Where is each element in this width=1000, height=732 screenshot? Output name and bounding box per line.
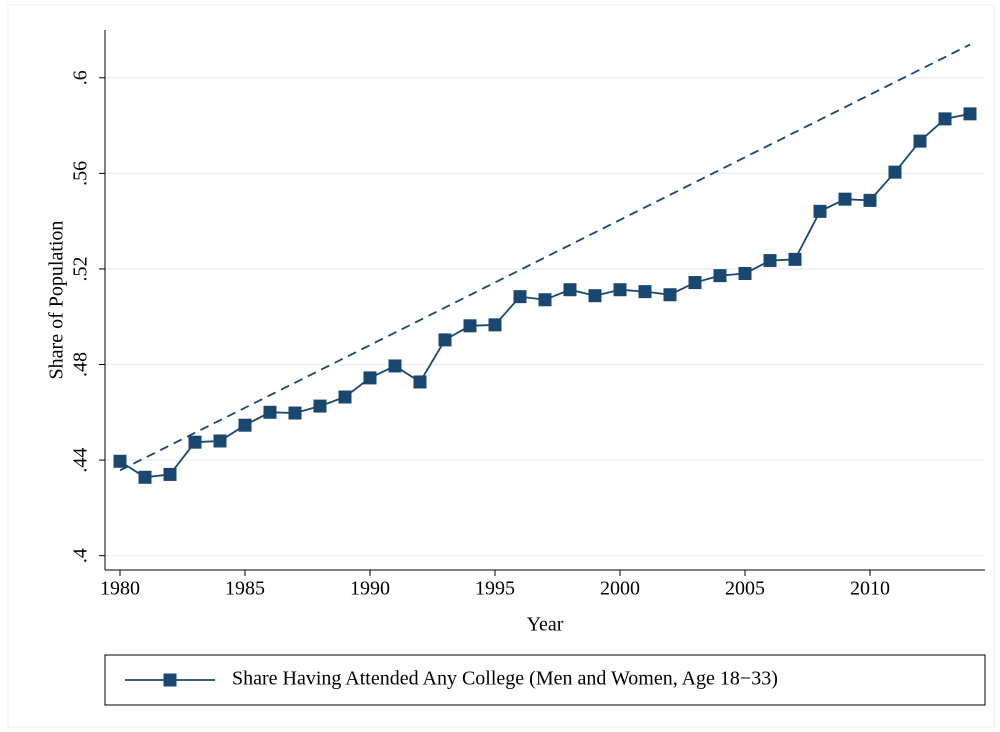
marker xyxy=(163,467,177,481)
marker xyxy=(188,435,202,449)
x-tick-label: 1985 xyxy=(225,578,265,600)
marker xyxy=(588,289,602,303)
x-axis-title: Year xyxy=(527,614,564,636)
y-tick-label: .52 xyxy=(70,256,92,281)
marker xyxy=(138,470,152,484)
marker xyxy=(213,434,227,448)
marker xyxy=(938,112,952,126)
marker xyxy=(613,283,627,297)
marker xyxy=(913,134,927,148)
y-tick-label: .48 xyxy=(70,352,92,377)
marker xyxy=(538,293,552,307)
marker xyxy=(638,285,652,299)
marker xyxy=(238,418,252,432)
marker xyxy=(863,193,877,207)
x-tick-label: 1980 xyxy=(100,578,140,600)
marker xyxy=(738,266,752,280)
marker xyxy=(688,276,702,290)
trend-line xyxy=(119,43,971,472)
marker xyxy=(288,406,302,420)
y-tick-label: .4 xyxy=(70,548,92,563)
y-tick-label: .56 xyxy=(70,161,92,186)
y-tick-label: .6 xyxy=(70,70,92,85)
marker xyxy=(513,290,527,304)
marker xyxy=(838,192,852,206)
marker xyxy=(663,288,677,302)
marker xyxy=(388,359,402,373)
marker xyxy=(313,399,327,413)
marker xyxy=(763,254,777,268)
marker xyxy=(888,165,902,179)
marker xyxy=(463,319,477,333)
marker xyxy=(713,269,727,283)
marker xyxy=(438,333,452,347)
x-tick-label: 1990 xyxy=(350,578,390,600)
x-tick-label: 2000 xyxy=(600,578,640,600)
frame xyxy=(7,4,995,728)
marker xyxy=(338,390,352,404)
marker xyxy=(563,283,577,297)
marker xyxy=(963,107,977,121)
legend-box xyxy=(104,654,986,706)
y-tick-label: .44 xyxy=(70,448,92,473)
y-axis-title: Share of Population xyxy=(46,221,68,380)
x-tick-label: 2005 xyxy=(725,578,765,600)
marker xyxy=(813,204,827,218)
marker xyxy=(263,405,277,419)
marker xyxy=(113,454,127,468)
legend-marker xyxy=(163,673,177,687)
legend-label: Share Having Attended Any College (Men a… xyxy=(232,668,778,690)
marker xyxy=(413,375,427,389)
marker xyxy=(788,252,802,266)
marker xyxy=(363,371,377,385)
x-tick-label: 1995 xyxy=(475,578,515,600)
x-tick-label: 2010 xyxy=(850,578,890,600)
marker xyxy=(488,318,502,332)
